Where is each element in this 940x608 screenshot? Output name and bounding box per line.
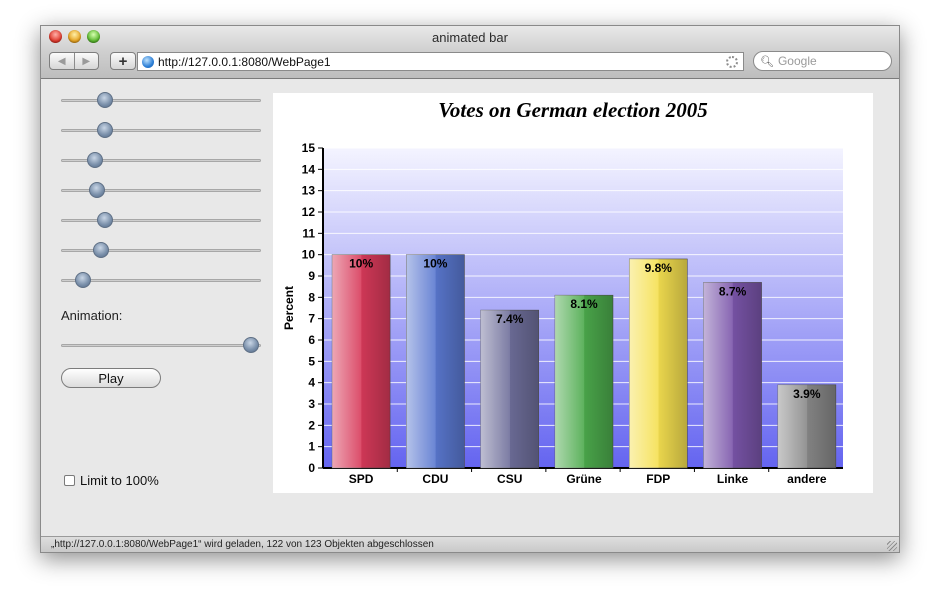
bar-chart: 012345678910111213141510%SPD10%CDU7.4%CS…: [282, 98, 843, 486]
slider-track[interactable]: [61, 129, 261, 132]
x-tick-label: andere: [787, 472, 827, 486]
nav-buttons: ◀ ▶: [49, 52, 99, 70]
slider-knob[interactable]: [89, 182, 105, 198]
minimize-icon[interactable]: [68, 30, 81, 43]
y-tick-label: 7: [308, 312, 315, 326]
status-bar: „http://127.0.0.1:8080/WebPage1“ wird ge…: [41, 536, 899, 552]
data-label: 10%: [349, 257, 373, 271]
close-icon[interactable]: [49, 30, 62, 43]
address-bar[interactable]: http://127.0.0.1:8080/WebPage1: [137, 52, 744, 71]
data-label: 3.9%: [793, 387, 821, 401]
y-tick-label: 4: [308, 376, 315, 390]
x-tick-label: Linke: [717, 472, 749, 486]
y-axis-label: Percent: [282, 286, 296, 330]
x-tick-label: CSU: [497, 472, 522, 486]
y-tick-label: 14: [302, 162, 316, 176]
limit-label: Limit to 100%: [80, 473, 159, 488]
bar-shading: [703, 282, 762, 468]
title-bar: animated bar ◀ ▶ + http://127.0.0.1:8080…: [41, 26, 899, 79]
limit-checkbox-row[interactable]: Limit to 100%: [64, 473, 159, 488]
data-label: 9.8%: [645, 261, 673, 275]
globe-icon: [142, 55, 154, 68]
status-text: „http://127.0.0.1:8080/WebPage1“ wird ge…: [51, 539, 434, 550]
slider-knob[interactable]: [97, 92, 113, 108]
slider-track[interactable]: [61, 99, 261, 102]
slider-track[interactable]: [61, 279, 261, 282]
limit-checkbox[interactable]: [64, 475, 75, 486]
bar-shading: [332, 254, 391, 468]
data-label: 8.1%: [570, 297, 598, 311]
value-slider-1[interactable]: [61, 91, 261, 111]
data-label: 10%: [423, 257, 447, 271]
chart-panel: 0 1 2 3 4 5 6 7 8 9 10 11 12 13 14 15 10% SPD 10% CDU 7.4% CS…: [273, 93, 873, 493]
value-slider-4[interactable]: [61, 181, 261, 201]
search-placeholder: Google: [777, 54, 817, 68]
value-slider-5[interactable]: [61, 211, 261, 231]
search-icon: 🔍︎: [760, 55, 774, 68]
forward-icon[interactable]: ▶: [73, 53, 99, 69]
y-tick-label: 0: [308, 461, 315, 475]
browser-window: animated bar ◀ ▶ + http://127.0.0.1:8080…: [40, 25, 900, 553]
y-tick-label: 8: [308, 290, 315, 304]
x-tick-label: CDU: [422, 472, 448, 486]
y-tick-label: 10: [302, 248, 316, 262]
bar-shading: [629, 258, 688, 468]
value-slider-3[interactable]: [61, 151, 261, 171]
bar-shading: [406, 254, 465, 468]
x-tick-label: FDP: [646, 472, 670, 486]
y-tick-label: 6: [308, 333, 315, 347]
slider-track[interactable]: [61, 189, 261, 192]
window-controls: [49, 30, 100, 43]
bar-shading: [777, 384, 836, 468]
slider-knob[interactable]: [97, 212, 113, 228]
window-title: animated bar: [432, 30, 508, 45]
spinner-icon: [726, 55, 738, 68]
value-slider-7[interactable]: [61, 271, 261, 291]
y-tick-label: 2: [308, 418, 315, 432]
y-tick-label: 11: [302, 226, 315, 240]
x-tick-label: Grüne: [566, 472, 602, 486]
url-text[interactable]: http://127.0.0.1:8080/WebPage1: [158, 54, 331, 69]
slider-knob[interactable]: [87, 152, 103, 168]
chart-title: Votes on German election 2005: [438, 98, 708, 122]
slider-knob[interactable]: [75, 272, 91, 288]
play-button[interactable]: Play: [61, 368, 161, 388]
slider-track[interactable]: [61, 159, 261, 162]
x-tick-label: SPD: [349, 472, 374, 486]
data-label: 7.4%: [496, 312, 524, 326]
slider-track[interactable]: [61, 249, 261, 252]
y-tick-label: 15: [302, 141, 316, 155]
y-tick-label: 12: [302, 205, 316, 219]
search-field[interactable]: 🔍︎ Google: [753, 51, 892, 71]
back-icon[interactable]: ◀: [57, 55, 66, 67]
slider-track[interactable]: [61, 344, 261, 347]
value-slider-6[interactable]: [61, 241, 261, 261]
plus-icon[interactable]: +: [110, 52, 136, 70]
y-tick-label: 13: [302, 184, 316, 198]
value-slider-2[interactable]: [61, 121, 261, 141]
zoom-icon[interactable]: [87, 30, 100, 43]
slider-knob[interactable]: [97, 122, 113, 138]
bar-shading: [555, 295, 613, 468]
slider-track[interactable]: [61, 219, 261, 222]
y-tick-label: 1: [308, 440, 315, 454]
data-label: 8.7%: [719, 284, 747, 298]
resize-grip-icon[interactable]: [887, 541, 897, 551]
animation-slider[interactable]: [61, 336, 261, 356]
y-tick-label: 5: [308, 354, 315, 368]
slider-knob[interactable]: [93, 242, 109, 258]
y-tick-label: 9: [308, 269, 315, 283]
slider-knob[interactable]: [243, 337, 259, 353]
y-tick-label: 3: [308, 397, 315, 411]
bar-shading: [480, 310, 539, 468]
animation-label: Animation:: [61, 308, 123, 323]
